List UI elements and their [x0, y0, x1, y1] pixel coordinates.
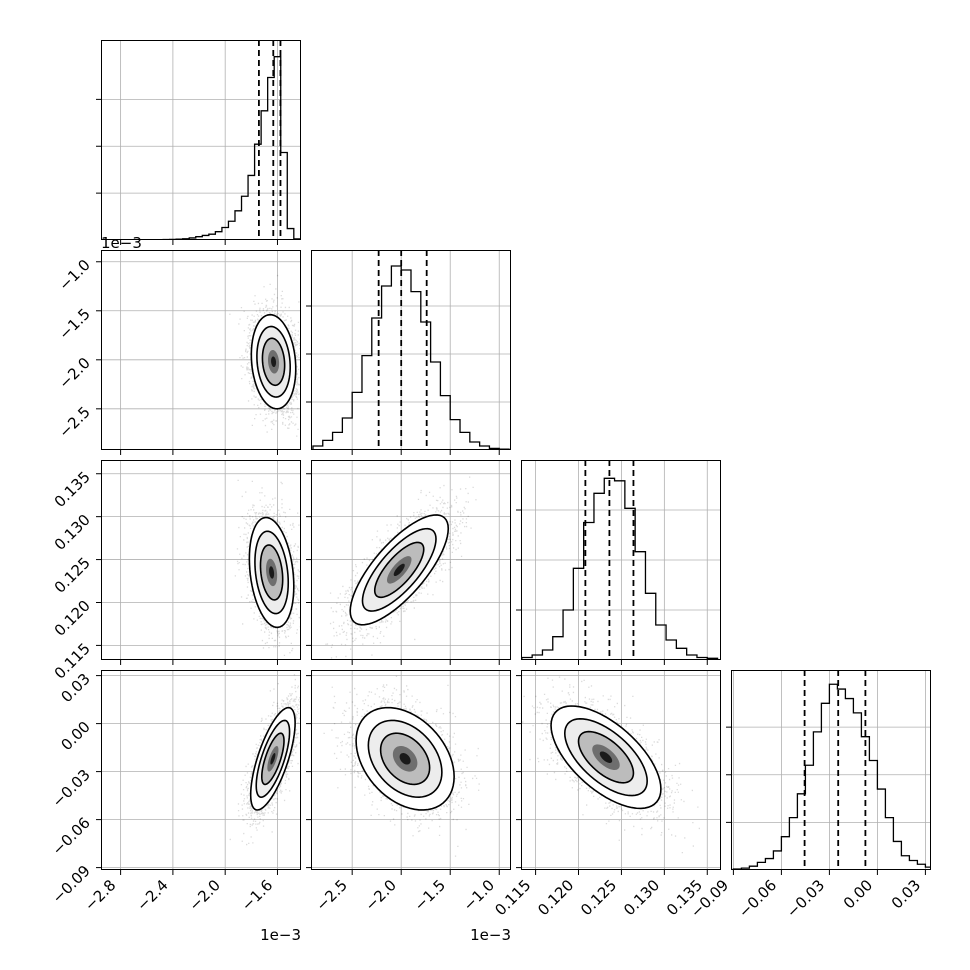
- x-tick-label: 0.03: [888, 876, 924, 912]
- contour-line: [261, 337, 286, 387]
- histogram-content: [104, 40, 301, 240]
- scatter-content: [325, 476, 477, 659]
- panel-frame: [101, 460, 301, 660]
- contour-line: [254, 530, 290, 615]
- contour-line: [361, 527, 437, 612]
- density-fill: [271, 356, 277, 368]
- x-tick-label: 0.130: [620, 876, 663, 919]
- contour-line: [550, 705, 662, 810]
- contour-line: [355, 706, 455, 811]
- x-tick-label: −2.8: [81, 876, 119, 914]
- x-tick-label: −2.0: [186, 876, 224, 914]
- contour-line: [259, 544, 284, 601]
- panel-frame: [101, 250, 301, 450]
- y-tick-label: 0.00: [57, 718, 93, 754]
- contour-line: [379, 732, 431, 786]
- y-tick-label: 0.130: [51, 511, 94, 554]
- scatter-panel: −2.5 −2.0 −1.5 −1.0: [55, 250, 301, 455]
- x-offset-label: 1e−3: [260, 926, 301, 944]
- x-tick-label: −0.03: [783, 876, 828, 921]
- contour-line: [250, 313, 297, 410]
- histogram-panel: [516, 460, 721, 665]
- contour-line: [248, 516, 295, 629]
- x-tick-label: −1.6: [238, 876, 276, 914]
- x-tick-label: 0.125: [577, 876, 620, 919]
- y-offset-label: 1e−3: [101, 234, 142, 252]
- density-fill: [269, 566, 275, 579]
- contour-line: [349, 514, 450, 626]
- histogram-panel: −0.09 −0.06 −0.03 0.00 0.03: [687, 670, 931, 921]
- y-tick-label: −2.5: [55, 403, 93, 441]
- histogram-panel: [306, 250, 511, 455]
- scatter-content: [234, 479, 301, 656]
- y-tick-label: 0.135: [51, 468, 94, 511]
- scatter-content: [229, 674, 301, 846]
- histogram-step: [732, 683, 931, 870]
- x-tick-label: −0.06: [735, 876, 780, 921]
- panel-frame: [521, 460, 721, 660]
- histogram-step: [521, 477, 719, 660]
- density-fill: [599, 751, 613, 763]
- y-tick-label: 0.120: [51, 597, 94, 640]
- panel-frame: [311, 460, 511, 660]
- y-tick-label: −0.06: [49, 814, 94, 859]
- y-tick-label: −0.03: [49, 766, 94, 811]
- contour-line: [563, 718, 648, 797]
- y-tick-label: −1.5: [55, 305, 93, 343]
- x-tick-label: −2.5: [313, 876, 351, 914]
- panel-frame: [521, 670, 721, 870]
- panel-frame: [101, 40, 301, 240]
- histogram-content: [521, 460, 719, 660]
- panel-frame: [731, 670, 931, 870]
- panel-frame: [101, 670, 301, 870]
- contour-line: [373, 541, 425, 599]
- histogram-content: [732, 670, 931, 870]
- density-fill: [399, 753, 411, 765]
- contour-line: [367, 719, 443, 798]
- x-tick-label: −1.5: [411, 876, 449, 914]
- panel-frame: [311, 670, 511, 870]
- density-fill: [393, 563, 405, 577]
- y-tick-label: −1.0: [55, 256, 93, 294]
- contour-line: [256, 325, 292, 398]
- contour-line: [577, 730, 635, 784]
- y-tick-label: −2.0: [55, 354, 93, 392]
- y-tick-label: 0.125: [51, 554, 94, 597]
- scatter-panel: −2.8 −2.4 −2.0 −1.6−0.09−0.06−0.030.000.03: [49, 670, 301, 915]
- x-tick-label: −2.4: [133, 876, 171, 914]
- histogram-content: [312, 250, 510, 450]
- scatter-panel: −2.5−2.0−1.5−1.0: [306, 670, 511, 915]
- histogram-step: [104, 56, 301, 240]
- density-fill: [270, 753, 276, 765]
- x-tick-label: 0.00: [840, 876, 876, 912]
- histogram-panel: [96, 40, 301, 245]
- scatter-content: [323, 675, 480, 857]
- scatter-content: [522, 676, 700, 854]
- x-tick-label: 0.120: [534, 876, 577, 919]
- contour-line: [255, 719, 291, 799]
- x-offset-label: 1e−3: [470, 926, 511, 944]
- contour-line: [260, 732, 285, 786]
- x-tick-label: 0.115: [491, 876, 534, 919]
- panel-frame: [311, 250, 511, 450]
- histogram-step: [312, 265, 510, 450]
- scatter-panel: [306, 460, 511, 665]
- x-tick-label: −2.0: [362, 876, 400, 914]
- contour-line: [249, 706, 296, 811]
- scatter-content: [229, 274, 301, 437]
